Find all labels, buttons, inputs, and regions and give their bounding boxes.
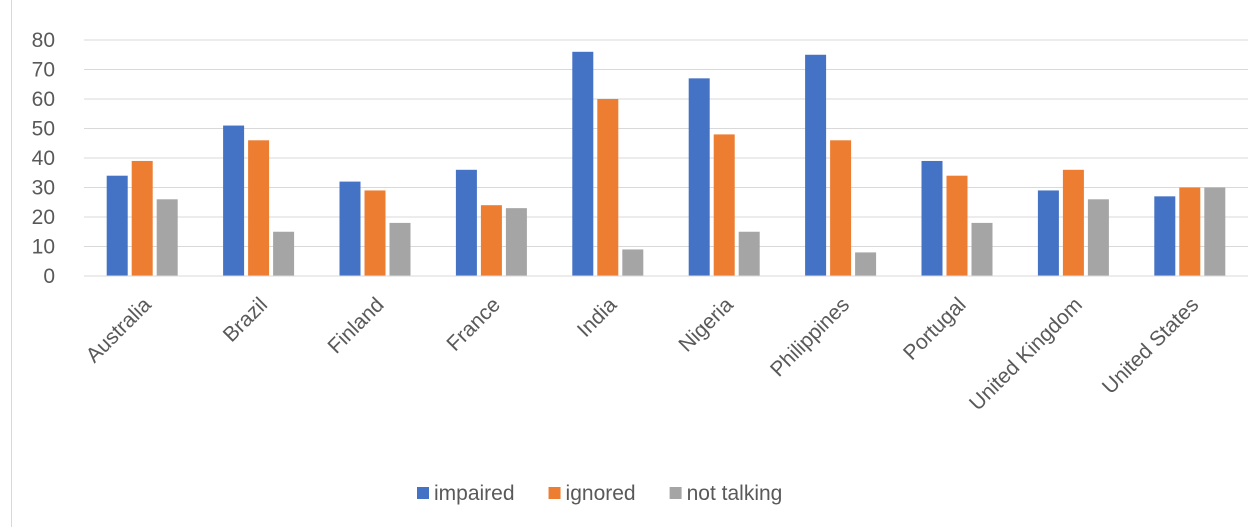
x-tick-label-brazil: Brazil (219, 293, 272, 346)
legend-swatch-ignored (548, 487, 561, 499)
bar-united-kingdom-ignored (1062, 169, 1084, 276)
bar-france-ignored (480, 205, 502, 276)
gridlines (84, 39, 1248, 247)
legend-label-impaired: impaired (434, 482, 515, 505)
bar-australia-not-talking (156, 199, 178, 276)
bar-nigeria-ignored (713, 134, 735, 276)
y-tick-label-10: 10 (32, 236, 55, 259)
y-tick-label-20: 20 (32, 206, 55, 229)
bar-portugal-not-talking (971, 222, 993, 276)
bar-india-impaired (572, 51, 594, 276)
bar-brazil-ignored (248, 140, 270, 276)
legend-swatch-impaired (417, 487, 429, 499)
x-tick-label-france: France (442, 293, 504, 355)
y-tick-label-60: 60 (32, 88, 55, 111)
x-tick-label-united-states: United States (1098, 293, 1203, 398)
chart-border (11, 0, 12, 527)
bar-portugal-ignored (946, 175, 968, 276)
bar-brazil-impaired (223, 125, 245, 276)
x-tick-label-philippines: Philippines (766, 293, 854, 381)
x-axis-ticks: Australia Brazil Finland France India Nigeria… (82, 293, 1204, 415)
bar-philippines-not-talking (855, 252, 877, 276)
bar-france-not-talking (505, 208, 527, 276)
bar-united-states-impaired (1154, 196, 1176, 276)
x-tick-label-india: India (573, 293, 622, 342)
legend-swatch-not-talking (669, 487, 682, 499)
legend-label-ignored: ignored (566, 482, 636, 505)
y-axis-ticks: 0 10 20 30 40 50 60 70 80 (32, 29, 55, 288)
y-tick-label-70: 70 (32, 59, 55, 82)
bar-philippines-impaired (805, 54, 827, 276)
bar-united-states-ignored (1179, 187, 1201, 276)
y-tick-label-80: 80 (32, 29, 55, 52)
legend-label-not-talking: not talking (687, 482, 783, 505)
x-tick-label-nigeria: Nigeria (674, 293, 738, 357)
bar-india-not-talking (622, 249, 644, 276)
legend: impaired ignored not talking (417, 482, 782, 505)
bar-finland-not-talking (389, 222, 411, 276)
y-tick-label-40: 40 (32, 147, 55, 170)
bar-united-states-not-talking (1204, 187, 1226, 276)
x-tick-label-finland: Finland (324, 293, 389, 358)
y-tick-label-0: 0 (43, 265, 55, 288)
bar-france-impaired (455, 169, 477, 276)
bar-finland-ignored (364, 190, 386, 276)
bar-nigeria-impaired (688, 78, 710, 276)
y-tick-label-50: 50 (32, 118, 55, 141)
bar-australia-impaired (106, 175, 128, 276)
bar-united-kingdom-not-talking (1087, 199, 1109, 276)
bar-brazil-not-talking (273, 231, 295, 276)
bars (106, 51, 1226, 276)
bar-nigeria-not-talking (738, 231, 760, 276)
y-tick-label-30: 30 (32, 177, 55, 200)
bar-finland-impaired (339, 181, 361, 276)
bar-philippines-ignored (830, 140, 852, 276)
x-tick-label-portugal: Portugal (899, 293, 971, 365)
bar-india-ignored (597, 99, 619, 276)
x-tick-label-united-kingdom: United Kingdom (965, 293, 1087, 415)
bar-australia-ignored (131, 160, 153, 276)
x-tick-label-australia: Australia (82, 293, 156, 367)
bar-portugal-impaired (921, 160, 943, 276)
bar-united-kingdom-impaired (1037, 190, 1059, 276)
